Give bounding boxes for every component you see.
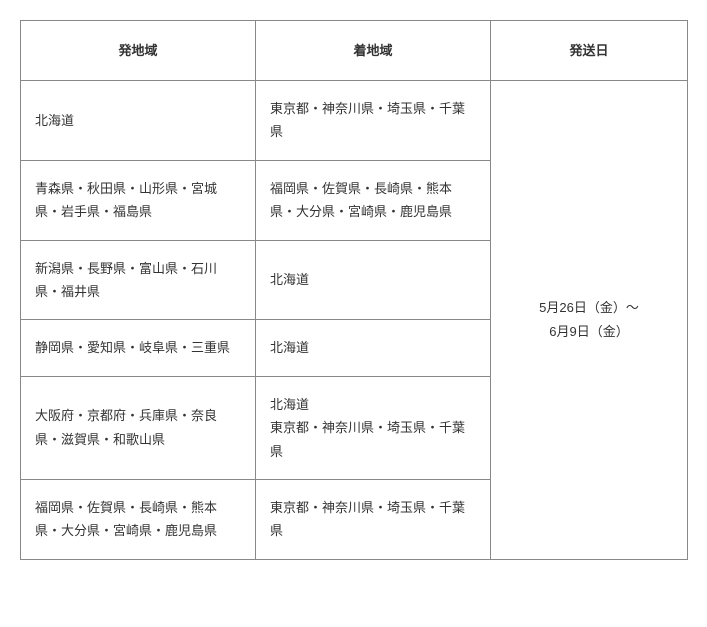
destination-cell: 北海道 [256,320,491,376]
header-destination: 着地域 [256,21,491,81]
destination-cell: 福岡県・佐賀県・長崎県・熊本県・大分県・宮崎県・鹿児島県 [256,160,491,240]
ship-date-line1: 5月26日（金）～ [539,300,639,315]
destination-cell: 北海道 [256,240,491,320]
destination-cell: 東京都・神奈川県・埼玉県・千葉県 [256,81,491,161]
table-row: 北海道 東京都・神奈川県・埼玉県・千葉県 5月26日（金）～ 6月9日（金） [21,81,688,161]
ship-date-line2: 6月9日（金） [549,324,628,339]
destination-cell: 北海道東京都・神奈川県・埼玉県・千葉県 [256,376,491,479]
destination-cell: 東京都・神奈川県・埼玉県・千葉県 [256,479,491,559]
origin-cell: 福岡県・佐賀県・長崎県・熊本県・大分県・宮崎県・鹿児島県 [21,479,256,559]
origin-cell: 青森県・秋田県・山形県・宮城県・岩手県・福島県 [21,160,256,240]
origin-cell: 大阪府・京都府・兵庫県・奈良県・滋賀県・和歌山県 [21,376,256,479]
origin-cell: 北海道 [21,81,256,161]
origin-cell: 静岡県・愛知県・岐阜県・三重県 [21,320,256,376]
header-ship-date: 発送日 [491,21,688,81]
ship-date-cell: 5月26日（金）～ 6月9日（金） [491,81,688,560]
header-origin: 発地域 [21,21,256,81]
origin-cell: 新潟県・長野県・富山県・石川県・福井県 [21,240,256,320]
shipping-region-table: 発地域 着地域 発送日 北海道 東京都・神奈川県・埼玉県・千葉県 5月26日（金… [20,20,688,560]
table-header-row: 発地域 着地域 発送日 [21,21,688,81]
